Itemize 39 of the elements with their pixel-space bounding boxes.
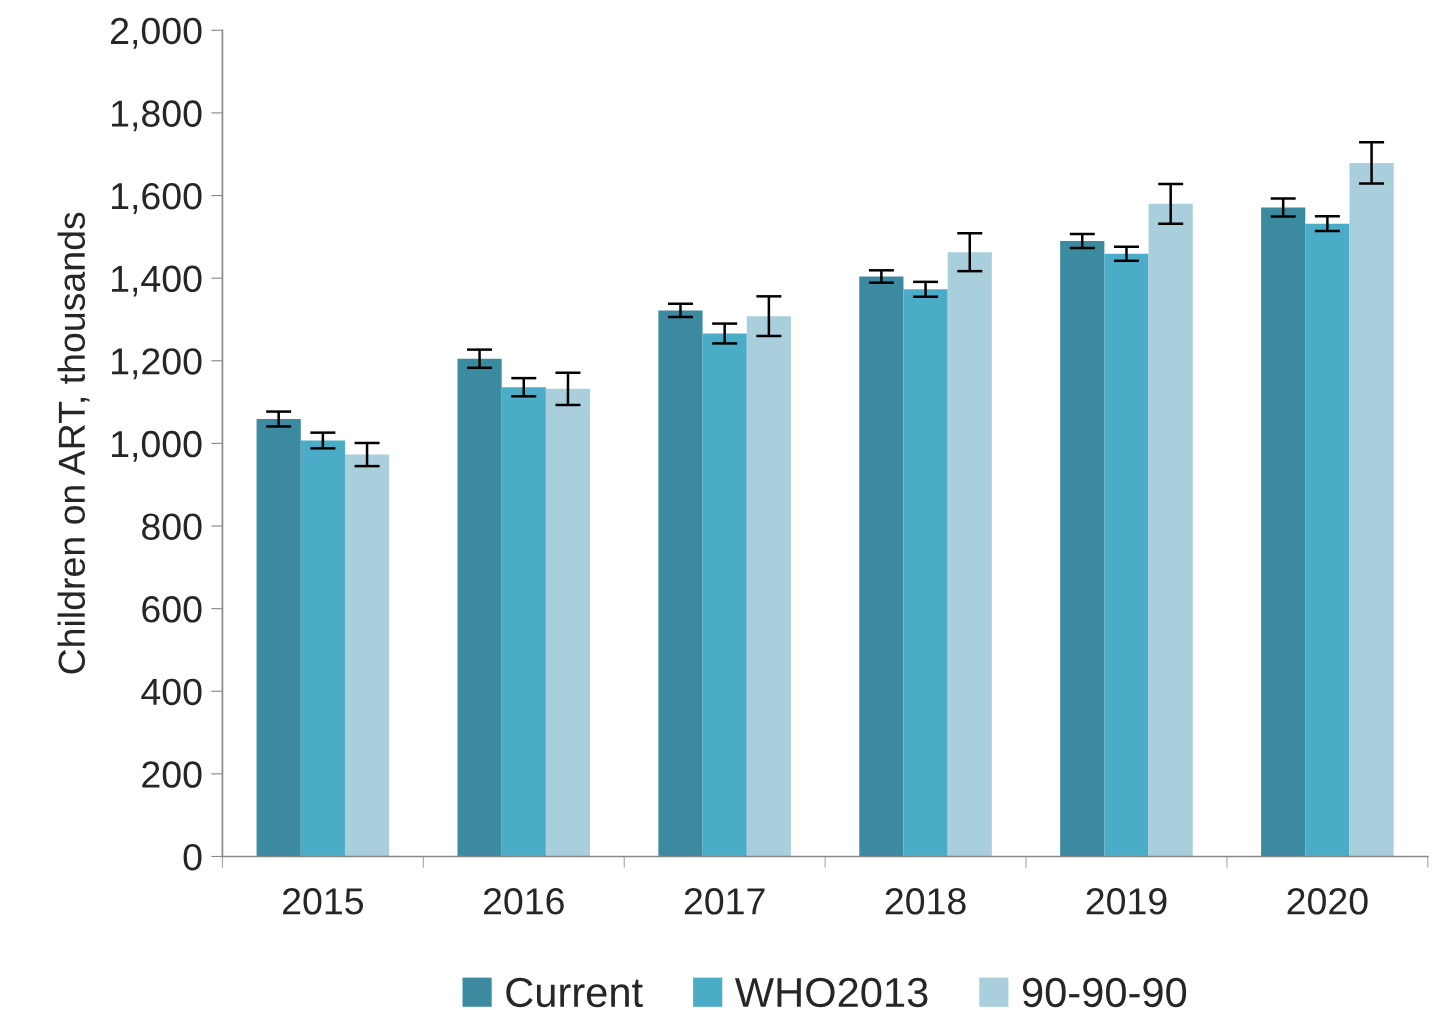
bar bbox=[1148, 203, 1193, 857]
bar bbox=[702, 333, 747, 857]
bar bbox=[1261, 207, 1306, 857]
bar bbox=[903, 289, 948, 857]
bar bbox=[457, 358, 502, 857]
x-tick-label: 2020 bbox=[1287, 888, 1368, 915]
legend-label: 90-90-90 bbox=[1022, 977, 1187, 1008]
y-tick-label: 1,800 bbox=[112, 100, 202, 132]
bar bbox=[947, 252, 992, 857]
bar bbox=[344, 454, 390, 857]
x-tick-label: 2019 bbox=[1086, 888, 1167, 915]
bar bbox=[256, 419, 301, 857]
y-tick-label: 1,200 bbox=[112, 348, 202, 380]
bar bbox=[545, 388, 591, 857]
y-tick-label: 1,600 bbox=[112, 182, 202, 214]
bar bbox=[501, 387, 546, 857]
x-tick-label: 2015 bbox=[283, 888, 364, 915]
y-tick-label: 800 bbox=[142, 513, 202, 540]
bar bbox=[658, 310, 703, 857]
y-tick-label: 1,000 bbox=[112, 430, 202, 462]
y-tick-label: 200 bbox=[142, 761, 202, 788]
y-tick-label: 400 bbox=[141, 678, 202, 706]
bar bbox=[300, 440, 345, 857]
x-tick-label: 2017 bbox=[684, 888, 765, 915]
legend-label: Current bbox=[506, 977, 643, 1008]
bar bbox=[1104, 253, 1149, 857]
bar bbox=[859, 276, 904, 857]
x-tick-label: 2016 bbox=[483, 888, 564, 915]
y-axis-title: Children on ART, thousands bbox=[57, 212, 90, 674]
x-tick-label: 2018 bbox=[885, 888, 966, 915]
bar bbox=[1349, 162, 1394, 857]
legend-label: WHO2013 bbox=[734, 977, 928, 1008]
bar bbox=[746, 316, 791, 857]
y-tick-label: 600 bbox=[142, 596, 202, 623]
bar bbox=[1305, 223, 1350, 857]
y-tick-label: 0 bbox=[183, 843, 202, 871]
y-tick-label: 1,400 bbox=[112, 265, 202, 297]
y-tick-label: 2,000 bbox=[111, 17, 202, 49]
bar bbox=[1060, 240, 1105, 857]
